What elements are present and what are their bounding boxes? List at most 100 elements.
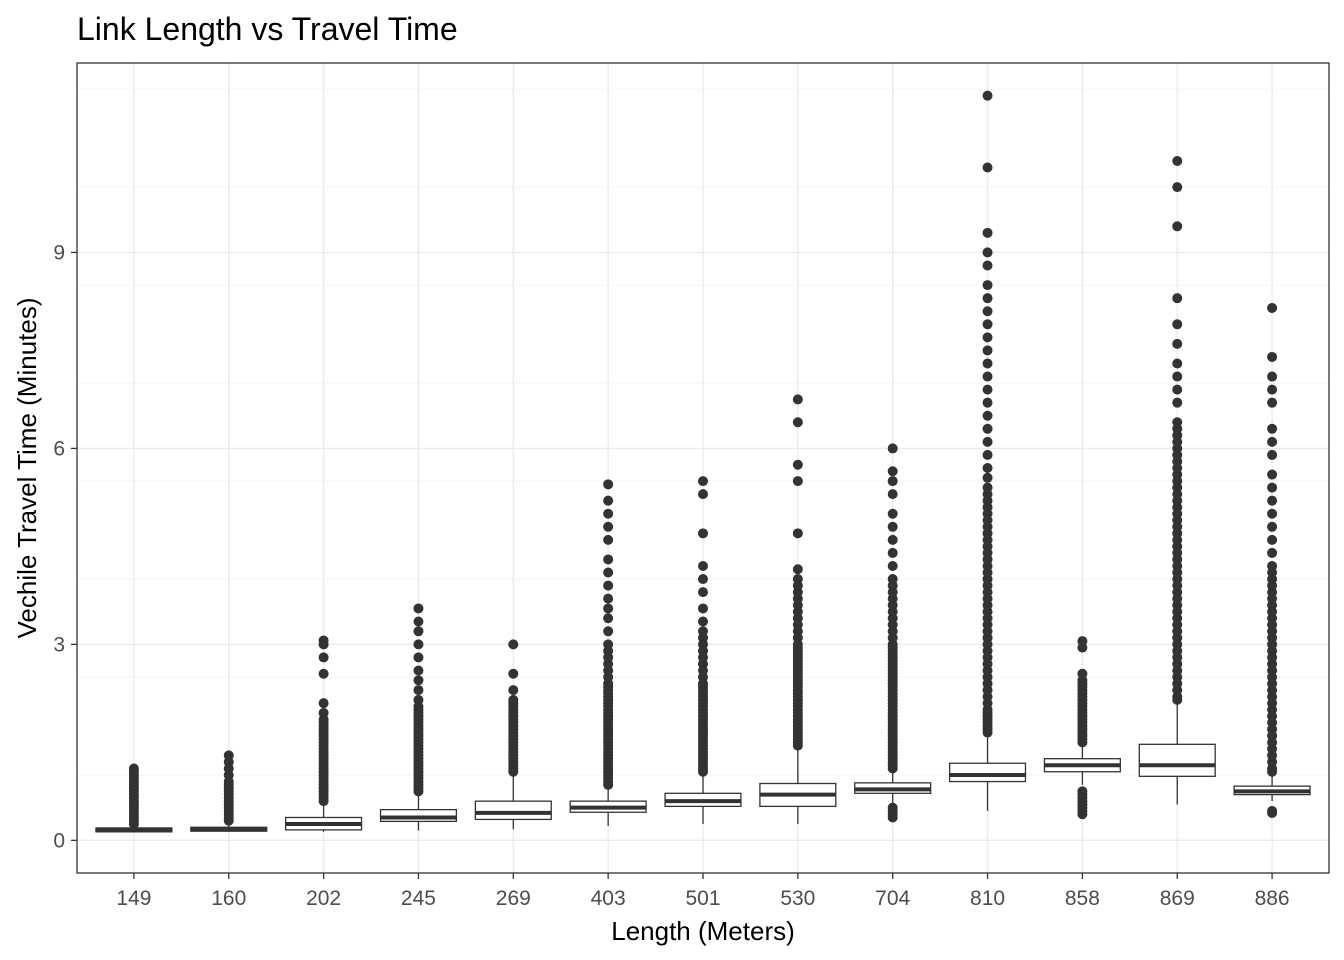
outlier-point (603, 554, 614, 565)
outlier-point (223, 750, 234, 761)
outlier-point (1267, 449, 1278, 460)
outlier-point (508, 639, 519, 650)
outlier-point (1267, 547, 1278, 558)
x-tick-label: 810 (970, 887, 1005, 910)
outlier-point (982, 227, 993, 238)
outlier-point (1267, 423, 1278, 434)
outlier-point (698, 574, 708, 585)
outlier-point (508, 694, 519, 705)
outlier-point (1077, 786, 1088, 797)
outlier-point (698, 603, 708, 614)
x-tick-label: 530 (780, 887, 815, 910)
outlier-point (1172, 319, 1183, 330)
outlier-point (887, 476, 898, 487)
outlier-point (413, 603, 424, 614)
x-tick-label: 869 (1160, 887, 1195, 910)
box-160 (190, 750, 268, 832)
outlier-point (1172, 221, 1183, 232)
outlier-point (887, 574, 898, 585)
outlier-point (413, 626, 424, 637)
outlier-point (1267, 521, 1278, 532)
outlier-point (698, 528, 708, 539)
outlier-point (603, 479, 614, 490)
box-149 (95, 763, 173, 833)
outlier-point (698, 616, 708, 627)
x-tick-label: 160 (211, 887, 246, 910)
outlier-point (982, 463, 993, 473)
outlier-point (887, 466, 898, 477)
outlier-point (792, 564, 803, 575)
outlier-point (1172, 397, 1183, 408)
outlier-point (318, 668, 329, 679)
outlier-point (1267, 302, 1278, 313)
outlier-point (1172, 338, 1183, 349)
outlier-point (413, 694, 424, 705)
outlier-point (1172, 371, 1183, 382)
outlier-point (982, 280, 993, 291)
outlier-point (698, 560, 708, 571)
outlier-point (792, 459, 803, 470)
outlier-point (982, 319, 993, 330)
outlier-point (982, 482, 993, 493)
outlier-point (318, 698, 329, 709)
y-axis-title: Vechile Travel Time (Minutes) (12, 297, 42, 638)
outlier-point (603, 613, 614, 624)
outlier-point (413, 639, 424, 650)
outlier-point (982, 293, 993, 304)
outlier-point (982, 436, 993, 447)
y-tick-label: 6 (53, 437, 65, 460)
outlier-point (982, 449, 993, 460)
outlier-point (792, 417, 803, 428)
outlier-point (603, 495, 614, 506)
outlier-point (792, 476, 803, 487)
outlier-point (792, 574, 803, 585)
outlier-point (982, 410, 993, 421)
outlier-point (603, 534, 614, 545)
outlier-point (603, 626, 614, 637)
outlier-point (887, 508, 898, 519)
box-869 (1138, 155, 1216, 805)
outlier-point (698, 476, 708, 487)
outlier-point (1267, 469, 1278, 480)
y-axis: 0 3 6 9 (53, 241, 77, 852)
outlier-point (413, 685, 424, 696)
box-501 (664, 476, 742, 825)
outlier-point (1267, 436, 1278, 447)
outlier-point (1267, 351, 1278, 362)
outlier-point (603, 508, 614, 519)
outlier-point (698, 626, 708, 637)
outlier-point (792, 394, 803, 405)
box-810 (948, 90, 1027, 811)
outlier-point (603, 580, 614, 591)
outlier-point (887, 443, 898, 454)
box-403 (569, 479, 647, 826)
outlier-point (128, 763, 139, 774)
outlier-point (603, 567, 614, 578)
outlier-point (982, 90, 993, 101)
outlier-point (887, 521, 898, 532)
box-858 (1043, 636, 1121, 820)
outlier-point (603, 593, 614, 604)
outlier-point (413, 675, 424, 686)
outlier-point (982, 162, 993, 173)
outlier-point (887, 547, 898, 558)
outlier-point (603, 521, 614, 532)
outlier-point (982, 384, 993, 395)
outlier-point (982, 306, 993, 317)
outlier-point (1172, 417, 1183, 428)
outlier-point (982, 397, 993, 408)
box-886 (1233, 302, 1311, 818)
outlier-point (982, 472, 993, 483)
outlier-point (982, 358, 993, 369)
outlier-point (318, 707, 329, 718)
x-tick-label: 886 (1255, 887, 1290, 910)
iqr-box (948, 762, 1027, 783)
x-tick-label: 149 (116, 887, 151, 910)
box-202 (285, 635, 363, 832)
outlier-point (1077, 668, 1088, 679)
outlier-point (1267, 397, 1278, 408)
outlier-point (413, 616, 424, 627)
chart-title: Link Length vs Travel Time (77, 11, 458, 47)
box-series (95, 90, 1311, 833)
